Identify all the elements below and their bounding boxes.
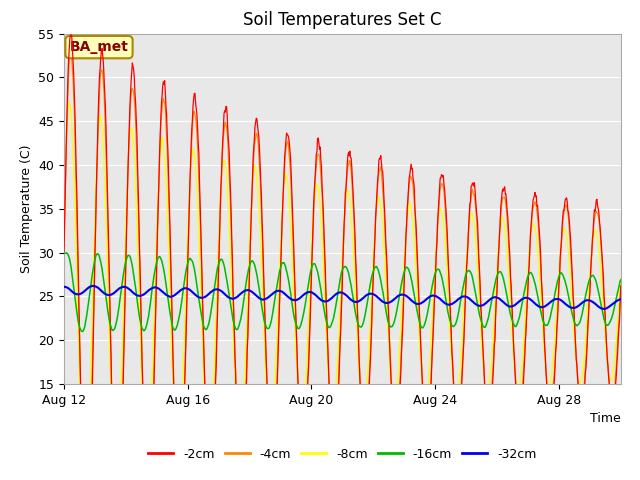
X-axis label: Time: Time	[590, 412, 621, 425]
Legend: -2cm, -4cm, -8cm, -16cm, -32cm: -2cm, -4cm, -8cm, -16cm, -32cm	[143, 443, 541, 466]
Text: BA_met: BA_met	[70, 40, 129, 54]
Title: Soil Temperatures Set C: Soil Temperatures Set C	[243, 11, 442, 29]
Y-axis label: Soil Temperature (C): Soil Temperature (C)	[20, 144, 33, 273]
